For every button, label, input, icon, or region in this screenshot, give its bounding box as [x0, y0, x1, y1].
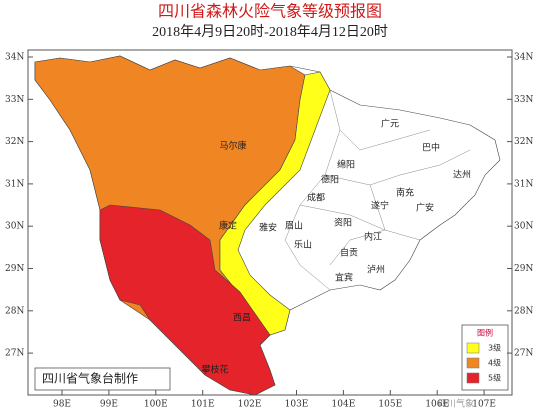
- lon-label: 106E: [425, 400, 449, 410]
- lat-label: 31N: [514, 179, 533, 189]
- lon-label: 102E: [238, 400, 262, 410]
- lat-label: 34N: [5, 53, 24, 63]
- city-label: 南充: [396, 187, 414, 199]
- city-label: 自贡: [340, 247, 358, 259]
- lat-label: 30N: [5, 222, 24, 232]
- region-level5: [99, 204, 276, 396]
- city-label: 广安: [416, 202, 434, 214]
- lon-label: 104E: [332, 400, 356, 410]
- lon-label: 99E: [100, 400, 118, 410]
- city-label: 宜宾: [335, 272, 353, 284]
- lat-label: 28N: [5, 306, 24, 316]
- legend-label: 4级: [488, 358, 501, 368]
- lat-label: 29N: [514, 264, 533, 274]
- lat-label: 31N: [5, 179, 24, 189]
- legend-swatch: [466, 357, 480, 369]
- lat-label: 33N: [5, 95, 24, 105]
- lat-label: 27N: [514, 349, 533, 359]
- lat-label: 33N: [514, 95, 533, 105]
- city-borders: [284, 89, 471, 291]
- city-label: 雅安: [259, 222, 277, 234]
- region-level3: [219, 71, 331, 336]
- province: [34, 55, 501, 396]
- city-label: 西昌: [233, 313, 251, 324]
- city-label: 广元: [381, 118, 399, 130]
- credit: 四川省气象台制作: [42, 371, 138, 386]
- watermark: 四川气象: [438, 398, 474, 410]
- city-label: 德阳: [321, 174, 339, 186]
- city-label: 达州: [453, 169, 471, 181]
- city-label: 资阳: [334, 218, 352, 229]
- legend-swatch: [466, 342, 480, 354]
- city-label: 巴中: [422, 142, 440, 154]
- city-label: 绵阳: [337, 159, 355, 171]
- lon-label: 107E: [472, 400, 496, 410]
- city-label: 康定: [219, 220, 237, 232]
- lat-label: 30N: [514, 222, 533, 232]
- credit-box: [34, 367, 171, 391]
- legend-label: 5级: [488, 373, 501, 383]
- lon-label: 100E: [144, 400, 168, 410]
- subtitle: 2018年4月9日20时-2018年4月12日20时: [152, 24, 388, 40]
- city-label: 攀枝花: [201, 364, 228, 376]
- title: 四川省森林火险气象等级预报图: [158, 3, 382, 21]
- lat-label: 32N: [5, 137, 24, 147]
- legend-title: 图例: [477, 328, 493, 338]
- city-label: 内江: [364, 231, 382, 243]
- city-label: 乐山: [294, 239, 312, 251]
- lon-label: 101E: [191, 400, 215, 410]
- city-label: 泸州: [367, 265, 385, 276]
- city-label: 眉山: [285, 221, 303, 232]
- lat-label: 27N: [5, 349, 24, 359]
- city-label: 成都: [307, 192, 325, 204]
- lat-label: 32N: [514, 137, 533, 147]
- lon-label: 105E: [378, 400, 402, 410]
- city-label: 马尔康: [219, 140, 246, 152]
- lat-label: 28N: [514, 306, 533, 316]
- lat-label: 34N: [514, 53, 533, 63]
- legend-swatch: [466, 372, 480, 384]
- lon-label: 98E: [53, 400, 71, 410]
- city-label: 遂宁: [371, 200, 389, 212]
- lat-label: 29N: [5, 264, 24, 274]
- lon-label: 103E: [285, 400, 309, 410]
- legend-label: 3级: [488, 343, 501, 353]
